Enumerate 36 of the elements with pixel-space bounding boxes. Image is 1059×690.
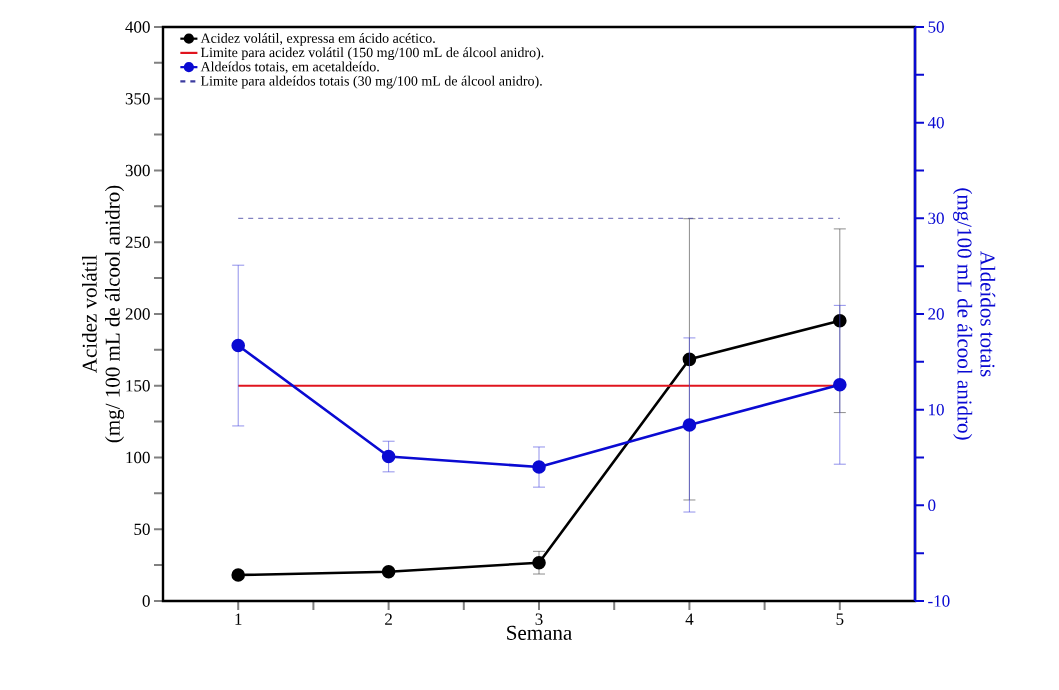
legend-label: Acidez volátil, expressa em ácido acético. [200, 33, 435, 46]
point [532, 555, 546, 570]
point [231, 568, 245, 582]
legend-label: Limite para acidez volátil (150 mg/100 mL de álcool anidro). [200, 47, 544, 61]
y-tick-label: 50 [134, 523, 150, 535]
x-tick-label: 2 [385, 613, 392, 625]
x-tick-label: 1 [235, 613, 242, 625]
point [381, 564, 396, 579]
point [682, 418, 697, 432]
y-tick-label: 300 [125, 164, 150, 177]
y-tick-label: 150 [126, 380, 150, 392]
y2-tick-label: 50 [928, 21, 944, 33]
y2-tick-label: 10 [929, 403, 944, 416]
point [381, 449, 396, 464]
y2-tick-label: 20 [928, 308, 944, 320]
point [231, 338, 245, 353]
point [532, 460, 546, 474]
y-tick-label: 0 [142, 595, 150, 607]
y2-tick-label: 0 [928, 499, 936, 512]
y2-tick-label: 40 [927, 116, 944, 129]
y-tick-label: 200 [125, 308, 150, 320]
point [833, 377, 847, 392]
y-tick-label: 250 [125, 236, 150, 248]
y-tick-label: 100 [126, 451, 150, 464]
y2-tick-label: 30 [928, 212, 944, 225]
x-tick-label: 4 [685, 613, 694, 625]
legend-label: Aldeídos totais, em acetaldeído. [200, 61, 379, 74]
x-tick-label: 3 [535, 613, 543, 625]
y-axis-title: Acidez volátil (mg/ 100 mL de álcool anidro) [81, 185, 125, 443]
y-tick-label: 400 [125, 21, 150, 33]
y2-tick-label: -10 [928, 595, 950, 607]
x-tick-label: 5 [836, 613, 844, 625]
x-axis-title: Semana [507, 625, 572, 640]
legend-label: Limite para aldeídos totais (30 mg/100 mL de álcool anidro). [200, 75, 542, 89]
y-tick-label: 350 [125, 93, 150, 105]
y2-axis-title: Aldeídos totais (mg/100 mL de álcool anidro) [953, 188, 996, 440]
